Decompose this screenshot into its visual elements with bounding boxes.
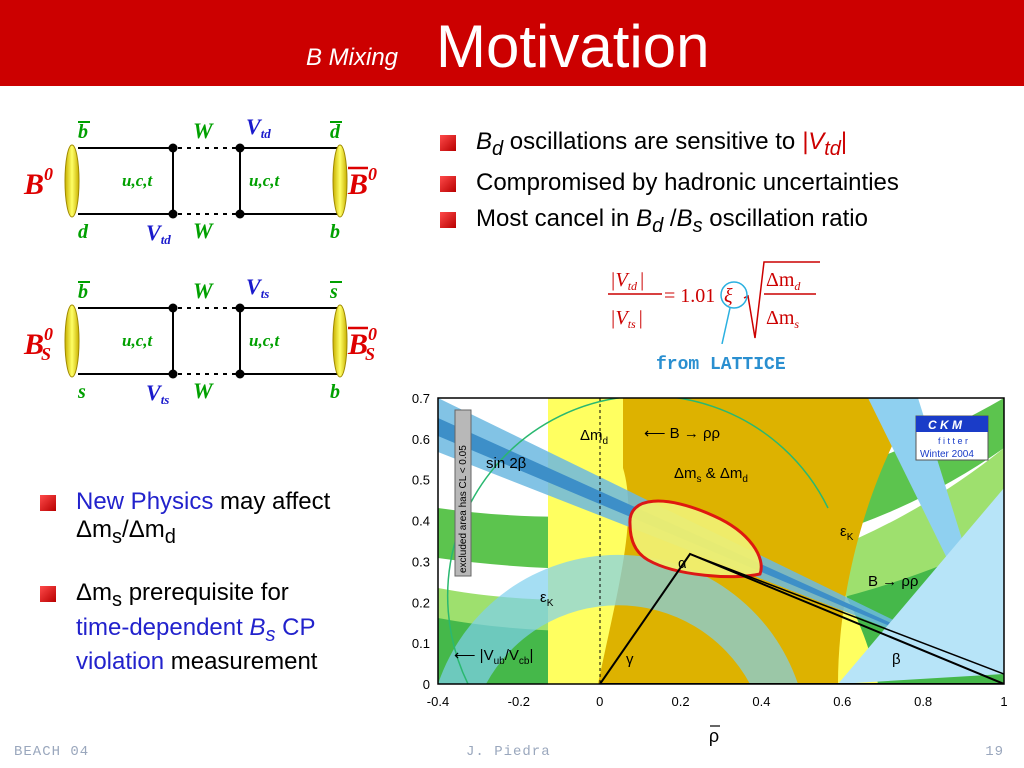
x-tick-label: -0.4: [427, 694, 449, 709]
w-boson-bottom: W: [193, 218, 214, 243]
xi-highlight-circle: [720, 281, 748, 309]
x-tick-label: 1: [1000, 694, 1007, 709]
excluded-area-label: excluded area has CL < 0.05: [458, 445, 469, 573]
bullet-square-icon: [440, 211, 456, 228]
lattice-note: from LATTICE: [656, 355, 786, 375]
label-epsk-left: εK: [540, 589, 554, 609]
quark-bottom-right: b: [330, 381, 340, 403]
slide-subtitle: B Mixing: [306, 44, 399, 71]
y-tick-label: 0.3: [412, 554, 430, 569]
quark-bottom-left: s: [77, 381, 86, 403]
meson-right: B0 S: [347, 324, 377, 364]
formula-equals: = 1.01: [664, 285, 715, 307]
formula-denominator: |Vts |: [610, 307, 643, 331]
meson-right: B0: [347, 164, 377, 201]
x-tick-label: 0.8: [914, 694, 932, 709]
bullet-square-icon: [440, 175, 456, 192]
x-tick-label: 0: [596, 694, 603, 709]
w-boson-bottom: W: [193, 378, 214, 403]
quark-top-right: s: [329, 281, 338, 303]
bullet-square-icon: [440, 135, 456, 151]
footer-page-number: 19: [985, 744, 1004, 760]
quark-bottom-right: b: [330, 221, 340, 243]
svg-text:C K M: C K M: [928, 418, 963, 432]
slide-title: Motivation: [436, 13, 710, 80]
ckm-fitter-logo: C K M f i t t e r Winter 2004: [915, 415, 989, 461]
quark-top-left: b: [78, 121, 88, 143]
y-tick-label: 0: [423, 677, 430, 692]
quark-loop-right: u,c,t: [249, 331, 281, 350]
bullet-uncertainties: Compromised by hadronic uncertainties: [440, 169, 899, 197]
quark-top-left: b: [78, 281, 88, 303]
title-bar: B Mixing Motivation: [0, 0, 1024, 86]
x-tick-label: 0.6: [833, 694, 851, 709]
x-tick-label: -0.2: [508, 694, 530, 709]
footer-event: BEACH 04: [14, 744, 90, 760]
label-dmd: Δmd: [580, 427, 608, 447]
w-boson-top: W: [193, 278, 214, 303]
label-b-rhorho-top: ⟵ B → ρρ: [644, 425, 720, 442]
y-tick-label: 0.7: [412, 391, 430, 406]
diagram-bs: b s s b W W Vts Vts u,c,t u,c,t B0 S B0 S: [23, 274, 377, 407]
label-alpha: α: [678, 555, 687, 572]
top-bullet-list: Bd oscillations are sensitive to |Vtd| C…: [440, 128, 899, 246]
label-dms-dmd: Δms & Δmd: [674, 465, 748, 485]
axis-ticks: -0.4 -0.2 0 0.2 0.4 0.6 0.8 1 0 0.1 0.2 0.3 0.4 0.5 0.…: [412, 391, 1008, 709]
w-boson-top: W: [193, 118, 214, 143]
bullet-prerequisite: Δms prerequisite for time-dependent Bs C…: [40, 579, 380, 677]
ckm-top: Vts: [246, 274, 269, 301]
quark-loop-left: u,c,t: [122, 331, 154, 350]
ckm-bottom: Vtd: [146, 220, 171, 247]
meson-left: B0 S: [23, 324, 53, 364]
svg-text:f i t t e r: f i t t e r: [938, 436, 968, 446]
quark-top-right: d: [330, 121, 341, 143]
label-vub-vcb: ⟵ |Vub/Vcb|: [454, 647, 533, 667]
quark-loop-left: u,c,t: [122, 171, 154, 190]
quark-loop-right: u,c,t: [249, 171, 281, 190]
bullet-square-icon: [40, 495, 56, 511]
diagram-bd: b d d b W W Vtd Vtd u,c,t u,c,t B0 B0: [23, 114, 377, 247]
ckm-top: Vtd: [246, 114, 271, 141]
bullet-new-physics: New Physics may affect Δms/Δmd: [40, 488, 380, 551]
left-bullet-list: New Physics may affect Δms/Δmd Δms prere…: [40, 488, 380, 704]
meson-left: B0: [23, 164, 53, 201]
quark-bottom-left: d: [78, 221, 89, 243]
label-beta: β: [892, 651, 901, 668]
formula-numerator: |Vtd |: [610, 269, 644, 293]
y-tick-label: 0.1: [412, 636, 430, 651]
bullet-square-icon: [40, 585, 56, 602]
ckm-bottom: Vts: [146, 380, 169, 407]
formula-sqrt-numerator: Δmd: [766, 269, 801, 293]
bullet-sensitivity: Bd oscillations are sensitive to |Vtd|: [440, 128, 899, 161]
feynman-diagrams: b d d b W W Vtd Vtd u,c,t u,c,t B0 B0 b …: [23, 114, 377, 407]
footer-author: J. Piedra: [466, 744, 551, 760]
y-tick-label: 0.2: [412, 595, 430, 610]
formula-sqrt-denominator: Δms: [766, 307, 799, 331]
bullet-ratio: Most cancel in Bd /Bs oscillation ratio: [440, 205, 899, 238]
ckm-ratio-formula: |Vtd | |Vts | = 1.01 ξ Δmd Δms: [608, 261, 820, 344]
y-tick-label: 0.6: [412, 432, 430, 447]
x-tick-label: 0.4: [752, 694, 770, 709]
label-epsk-right: εK: [840, 523, 854, 543]
ckm-fitter-plot: excluded area has CL < 0.05 C K M f i t …: [398, 391, 1008, 746]
formula-xi: ξ: [724, 285, 733, 307]
y-tick-label: 0.5: [412, 473, 430, 488]
y-tick-label: 0.4: [412, 514, 430, 529]
svg-text:Winter 2004: Winter 2004: [920, 449, 974, 460]
label-sin2beta: sin 2β: [486, 455, 527, 472]
x-axis-label: ρ: [709, 726, 719, 746]
label-b-rhorho-bottom: B → ρρ: [868, 573, 918, 590]
x-tick-label: 0.2: [672, 694, 690, 709]
label-gamma: γ: [626, 651, 634, 668]
